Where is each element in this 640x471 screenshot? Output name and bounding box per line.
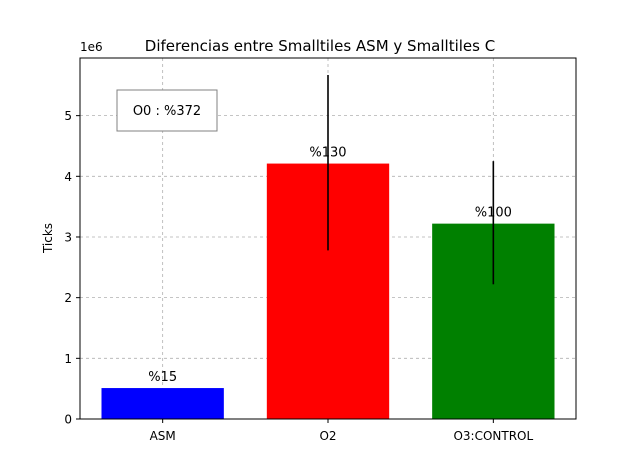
error-bars <box>327 74 495 285</box>
y-tick-label-0: 0 <box>64 413 72 427</box>
annotation-text: O0 : %372 <box>133 104 201 119</box>
y-axis-offset-label: 1e6 <box>80 40 103 54</box>
annotation-frame <box>116 89 218 132</box>
bar-0 <box>101 388 224 419</box>
bar-value-labels: %15 %130 %100 <box>148 146 512 385</box>
y-tick-label-3: 3 <box>64 230 72 244</box>
x-tick-label-0: ASM <box>150 429 176 443</box>
y-tick-label-5: 5 <box>64 109 72 123</box>
bar-value-label-2: %100 <box>475 206 512 221</box>
x-tick-label-1: O2 <box>319 429 336 443</box>
annotation-box: O0 : %372 <box>116 89 218 132</box>
bar-value-label-0: %15 <box>148 370 177 385</box>
axis-ticks: 0 1 2 3 4 5 ASM O2 O3:CONTROL <box>64 109 533 443</box>
bars <box>101 163 555 419</box>
chart-title: Diferencias entre Smalltiles ASM y Small… <box>145 37 495 55</box>
y-tick-label-4: 4 <box>64 170 72 184</box>
y-axis-label: Ticks <box>41 223 55 254</box>
y-tick-label-1: 1 <box>64 352 72 366</box>
y-tick-label-2: 2 <box>64 291 72 305</box>
bar-value-label-1: %130 <box>309 146 346 161</box>
x-tick-label-2: O3:CONTROL <box>453 429 533 443</box>
